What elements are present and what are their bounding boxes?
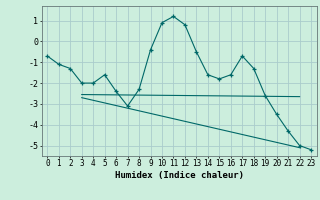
X-axis label: Humidex (Indice chaleur): Humidex (Indice chaleur) xyxy=(115,171,244,180)
